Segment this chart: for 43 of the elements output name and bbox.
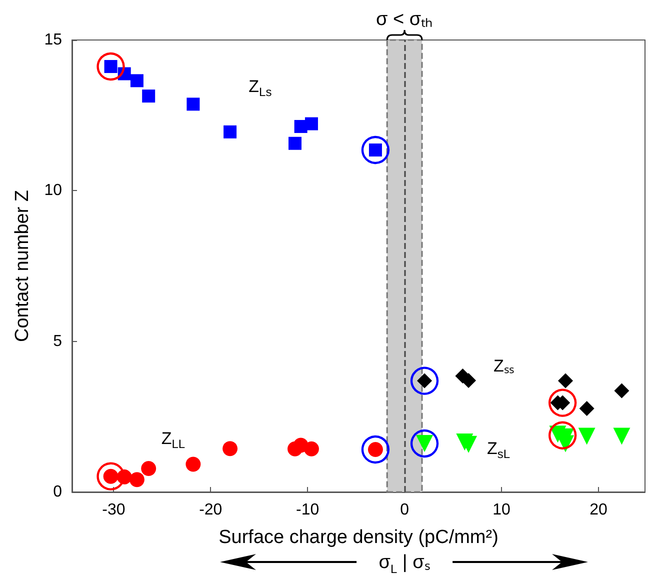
point	[304, 117, 318, 130]
series-label: Z$_{LL}$	[161, 429, 186, 452]
point	[548, 388, 577, 417]
x-tick-label: -10	[296, 502, 320, 518]
point	[410, 366, 439, 395]
series-label: Zₛₛ	[494, 355, 514, 376]
point	[130, 74, 144, 88]
point	[304, 441, 319, 456]
x-tick-label: 20	[590, 502, 608, 518]
x-axis-title: Surface charge density (pC/mm²)	[218, 527, 498, 548]
point	[186, 98, 200, 111]
point	[613, 428, 630, 445]
y-axis-title: Contact number Z	[12, 190, 33, 342]
x-tick-label: -20	[199, 502, 222, 518]
point	[579, 401, 594, 416]
y-tick-label: 0	[53, 484, 62, 500]
point	[558, 373, 573, 388]
x-tick-label: 10	[492, 502, 511, 518]
point	[96, 462, 125, 490]
x-tick-label: -30	[102, 502, 126, 518]
y-tick-label: 5	[53, 332, 62, 350]
point	[224, 125, 237, 138]
point	[141, 461, 156, 476]
x-tick-label: 0	[400, 502, 410, 518]
point	[142, 90, 156, 103]
point	[361, 435, 390, 464]
point	[548, 421, 577, 450]
point	[288, 136, 302, 150]
text: σ < σₜₕ	[376, 8, 434, 31]
text: σ$_{L}$ | σₛ	[378, 551, 430, 576]
series-label: Z$_{sL}$	[486, 439, 510, 462]
series-label: Z$_{Ls}$	[248, 76, 272, 100]
point	[129, 472, 144, 488]
point	[222, 441, 238, 456]
point	[361, 136, 390, 164]
y-tick-label: 10	[44, 182, 62, 200]
point	[461, 373, 476, 388]
point	[186, 456, 201, 472]
point	[578, 428, 596, 445]
point	[96, 52, 125, 81]
y-tick-label: 15	[44, 32, 62, 48]
point	[410, 429, 439, 458]
point	[614, 383, 630, 398]
